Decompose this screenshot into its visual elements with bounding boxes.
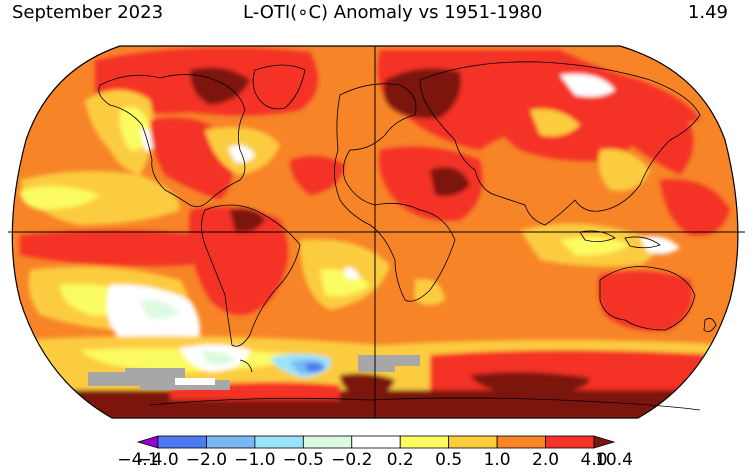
colorbar-segment xyxy=(254,435,304,449)
colorbar-segment xyxy=(496,435,546,449)
colorbar-tick-label: 10.4 xyxy=(595,450,633,470)
colorbar-segment xyxy=(545,435,595,449)
colorbar-segment xyxy=(136,435,159,449)
colorbar-tick-label: 1.0 xyxy=(483,450,511,470)
map-title: L-OTI(∘C) Anomaly vs 1951-1980 xyxy=(243,2,543,23)
colorbar-tick-label: 4.0 xyxy=(580,450,608,470)
colorbar-tick-label: −2.0 xyxy=(185,450,228,470)
colorbar-segment xyxy=(593,435,616,449)
colorbar-tick-label: 2.0 xyxy=(532,450,560,470)
colorbar-tick-label: −4.0 xyxy=(137,450,179,470)
colorbar-tick-label: −1.0 xyxy=(234,450,276,470)
coastlines xyxy=(98,61,717,411)
colorbar-segment xyxy=(157,435,207,449)
colorbar-tick-label: −0.2 xyxy=(331,450,373,470)
globe-outline xyxy=(11,45,739,419)
colorbar-segment xyxy=(206,435,256,449)
map-date: September 2023 xyxy=(12,2,164,23)
colorbar-tick-label: 0.2 xyxy=(386,450,414,470)
global-mean-anomaly: 1.49 xyxy=(687,2,728,23)
colorbar-segment xyxy=(351,435,401,449)
colorbar-tick-label: −0.5 xyxy=(282,450,324,470)
colorbar-segment xyxy=(302,435,353,449)
colorbar-segment xyxy=(399,435,450,449)
colorbar-tick-label: −4.1 xyxy=(117,450,159,470)
colorbar-tick-label: 0.5 xyxy=(435,450,463,470)
missing-data xyxy=(88,355,420,390)
colorbar-segment xyxy=(448,435,498,449)
